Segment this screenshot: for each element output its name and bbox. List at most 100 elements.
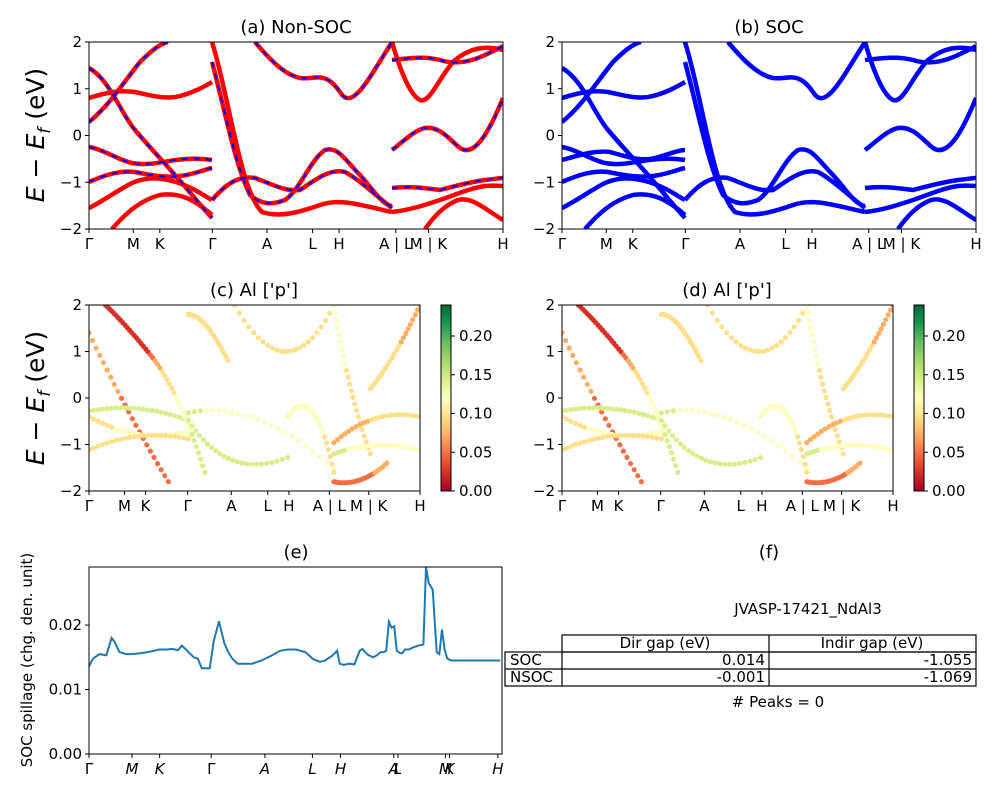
fat-band-point: [109, 424, 115, 430]
fat-band-point: [316, 419, 322, 425]
fat-band-point: [658, 410, 664, 416]
fat-band-point: [210, 407, 216, 413]
fat-band-point: [292, 347, 298, 353]
fat-band-point: [195, 450, 202, 456]
fat-band-point: [577, 440, 583, 446]
fat-band-point: [217, 451, 223, 457]
y-tick-label: −1: [533, 173, 555, 191]
fat-band-point: [715, 412, 721, 418]
y-tick-label: 2: [545, 33, 555, 51]
x-tick-label: M | K: [823, 497, 862, 515]
x-tick-label: Γ: [85, 235, 94, 253]
fat-band-point: [348, 388, 354, 394]
fat-band-point: [837, 418, 844, 424]
fat-band-point: [118, 427, 124, 433]
x-tick-label: K: [155, 760, 166, 778]
fat-band-point: [869, 343, 875, 349]
fat-band-point: [808, 324, 814, 331]
fat-band-point: [834, 443, 840, 449]
fat-band-point: [368, 417, 374, 423]
fat-band-point: [640, 433, 646, 439]
fat-band-point: [361, 443, 367, 449]
panel-b-title: (b) SOC: [734, 17, 803, 38]
fat-band-point: [813, 353, 820, 359]
fat-band-point: [115, 388, 121, 394]
fat-band-point: [234, 459, 241, 465]
fat-band-point: [645, 433, 651, 440]
fat-band-point: [664, 409, 670, 415]
fat-band-point: [604, 434, 610, 440]
fat-band-point: [95, 418, 101, 424]
fat-band-point: [865, 412, 871, 418]
fat-band-point: [127, 430, 133, 436]
fat-band-point: [878, 326, 884, 332]
fat-band-point: [113, 426, 119, 432]
fat-band-point: [595, 405, 601, 411]
fat-band-point: [111, 381, 117, 387]
y-tick-label: 2: [72, 33, 82, 51]
panel-c-colorbar-ticks: 0.20 0.15 0.10 0.05 0.00: [451, 327, 492, 500]
x-tick-label: A: [226, 497, 237, 515]
fat-band-point: [651, 404, 657, 410]
fat-band-point: [582, 439, 588, 445]
fat-band-point: [181, 435, 187, 441]
fat-band-point: [825, 401, 831, 407]
x-tick-label: M: [125, 760, 138, 778]
band-a-d2: [89, 42, 169, 123]
fat-band-point: [727, 461, 733, 467]
fat-band-point: [413, 413, 419, 419]
fat-band-point: [391, 351, 397, 357]
fat-band-point: [409, 445, 415, 451]
x-tick-label: K: [141, 497, 152, 515]
fat-band-point: [802, 461, 808, 467]
fat-band-point: [689, 407, 695, 414]
fat-band-point: [400, 412, 406, 418]
fat-band-point: [232, 305, 238, 308]
fat-band-point: [849, 414, 855, 420]
fat-band-point: [862, 355, 868, 361]
fat-band-point: [823, 394, 829, 400]
x-tick-label: M: [118, 497, 131, 515]
fat-band-point: [317, 453, 323, 460]
fat-band-point: [346, 428, 352, 434]
x-tick-label: M | K: [410, 235, 449, 253]
fat-band-point: [279, 456, 285, 463]
fat-band-point: [147, 448, 153, 454]
fat-band-point: [314, 415, 320, 421]
fat-band-point: [392, 412, 398, 418]
fat-band-point: [322, 434, 328, 440]
fat-band-point: [140, 433, 146, 439]
band-a-10: [209, 42, 393, 217]
band-a-12: [389, 42, 503, 103]
fat-band-point: [577, 422, 583, 428]
panel-b-bands: [562, 42, 976, 229]
fat-band-point: [301, 342, 307, 348]
fat-band-point: [662, 432, 668, 438]
ylabel-top-main: E − E: [21, 134, 50, 203]
fat-band-point: [787, 415, 793, 421]
fat-band-point: [566, 345, 572, 351]
fat-band-point: [261, 419, 268, 425]
fat-band-point: [584, 381, 590, 387]
fat-band-point: [278, 348, 284, 354]
panel-f: (f) JVASP-17421_NdAl3 Dir gap (eV) Indir…: [504, 542, 977, 711]
fat-band-point: [338, 434, 344, 440]
band-a-13: [390, 97, 503, 153]
fat-band-point: [335, 324, 341, 331]
fat-band-point: [774, 342, 780, 348]
fat-band-point: [400, 335, 407, 341]
fat-band-point: [828, 414, 835, 420]
fat-band-point: [89, 447, 92, 453]
fat-band-point: [636, 433, 642, 439]
band-b-15: [864, 175, 976, 193]
fat-band-point: [600, 430, 606, 436]
y-tick-label: −2: [60, 482, 82, 500]
fat-band-point: [254, 461, 260, 467]
fat-band-point: [606, 422, 612, 428]
x-tick-label: Γ: [183, 497, 192, 515]
fat-band-point: [162, 473, 168, 479]
fat-band-point: [154, 432, 160, 438]
fat-band-point: [617, 442, 623, 448]
fat-band-point: [113, 437, 119, 443]
fat-band-point: [582, 405, 588, 411]
